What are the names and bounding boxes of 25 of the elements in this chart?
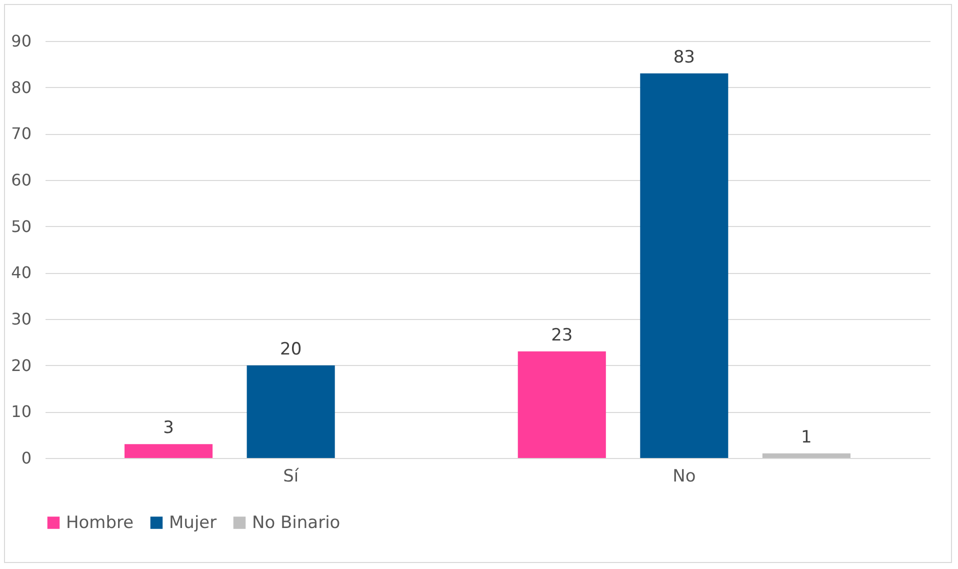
data-label: 23	[551, 325, 573, 346]
data-label: 1	[801, 427, 812, 448]
bar	[640, 73, 728, 458]
y-tick-label: 40	[11, 263, 32, 282]
y-tick-label: 60	[11, 170, 32, 190]
y-tick-label: 10	[11, 402, 32, 422]
y-tick-label: 90	[11, 32, 32, 50]
y-tick-label: 80	[11, 78, 32, 97]
legend-label: Mujer	[169, 512, 217, 533]
data-label: 20	[280, 339, 302, 360]
bar	[518, 351, 606, 458]
bar	[762, 453, 850, 458]
y-tick-label: 0	[21, 448, 32, 468]
y-tick-label: 30	[11, 310, 32, 328]
x-tick-label: Sí	[283, 466, 300, 486]
bar	[246, 365, 335, 458]
data-label: 3	[163, 418, 174, 438]
y-tick-label: 50	[11, 216, 32, 236]
y-tick-label: 20	[11, 356, 32, 375]
data-label: 83	[673, 47, 695, 68]
legend-label: Hombre	[66, 512, 134, 533]
bar	[124, 444, 213, 458]
y-tick-label: 70	[11, 124, 32, 144]
legend-label: No Binario	[252, 512, 340, 533]
x-tick-label: No	[672, 466, 696, 486]
